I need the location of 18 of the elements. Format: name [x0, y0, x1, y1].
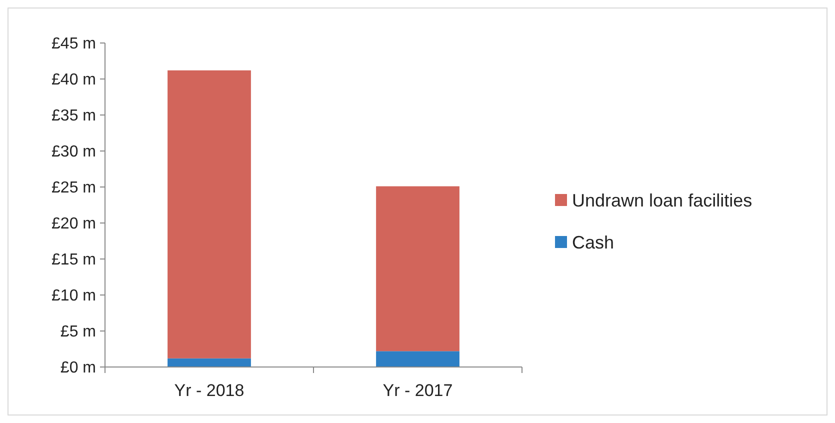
- legend-label: Undrawn loan facilities: [572, 190, 752, 210]
- bar: [376, 351, 460, 367]
- y-tick-label: £10 m: [52, 288, 96, 305]
- x-tick-label: Yr - 2018: [174, 381, 244, 400]
- y-tick-label: £40 m: [52, 72, 96, 89]
- y-tick-label: £5 m: [60, 324, 96, 341]
- x-tick-label: Yr - 2017: [382, 381, 453, 400]
- y-tick-label: £25 m: [52, 180, 96, 197]
- y-tick-label: £35 m: [52, 108, 96, 125]
- bar: [168, 358, 251, 367]
- y-tick-label: £30 m: [52, 144, 96, 161]
- bar: [168, 70, 251, 358]
- y-tick-label: £45 m: [52, 36, 96, 53]
- legend-label: Cash: [572, 232, 614, 252]
- y-tick-label: £20 m: [52, 216, 96, 233]
- y-tick-label: £0 m: [60, 360, 96, 377]
- y-tick-label: £15 m: [52, 252, 96, 269]
- bar: [376, 186, 460, 352]
